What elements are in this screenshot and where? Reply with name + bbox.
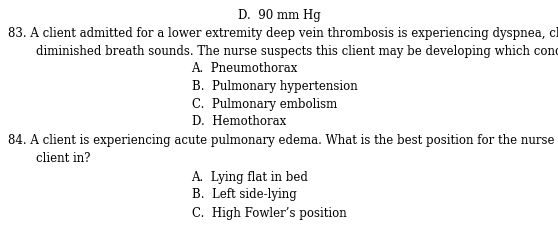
Text: 83. A client admitted for a lower extremity deep vein thrombosis is experiencing: 83. A client admitted for a lower extrem… — [8, 27, 558, 40]
Text: B.  Left side-lying: B. Left side-lying — [191, 188, 296, 201]
Text: A.  Pneumothorax: A. Pneumothorax — [191, 62, 298, 75]
Text: B.  Pulmonary hypertension: B. Pulmonary hypertension — [191, 80, 357, 93]
Text: D.  Hemothorax: D. Hemothorax — [191, 115, 286, 128]
Text: client in?: client in? — [36, 152, 90, 165]
Text: C.  High Fowler’s position: C. High Fowler’s position — [191, 207, 347, 220]
Text: A.  Lying flat in bed: A. Lying flat in bed — [191, 171, 309, 184]
Text: diminished breath sounds. The nurse suspects this client may be developing which: diminished breath sounds. The nurse susp… — [36, 45, 558, 58]
Text: C.  Pulmonary embolism: C. Pulmonary embolism — [191, 98, 337, 111]
Text: D.  90 mm Hg: D. 90 mm Hg — [238, 9, 320, 23]
Text: 84. A client is experiencing acute pulmonary edema. What is the best position fo: 84. A client is experiencing acute pulmo… — [8, 134, 558, 147]
